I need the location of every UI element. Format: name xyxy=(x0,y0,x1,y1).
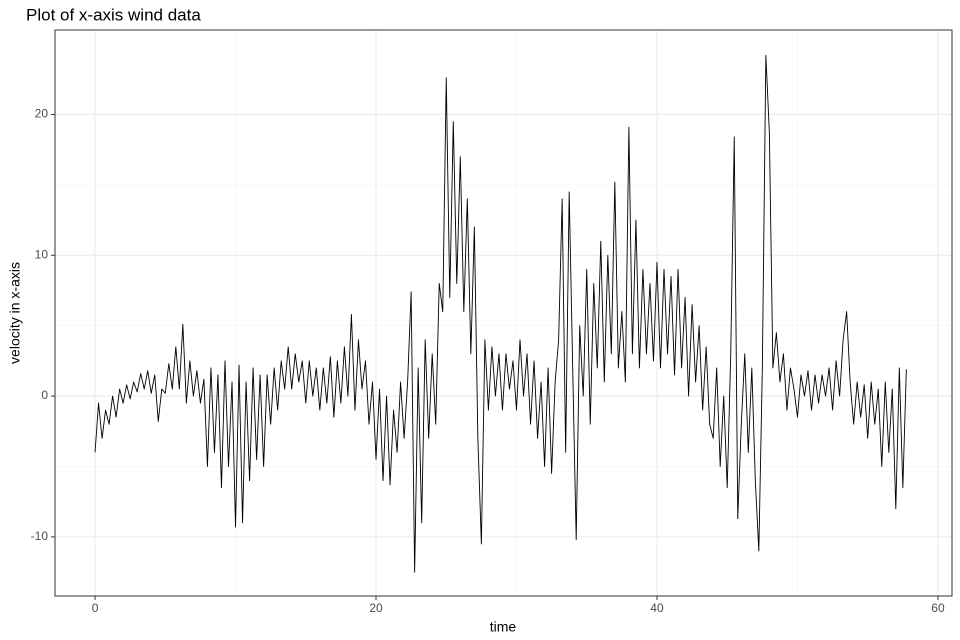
y-tick-label: 0 xyxy=(41,388,48,402)
x-tick-label: 60 xyxy=(931,601,945,615)
x-tick-label: 20 xyxy=(369,601,383,615)
x-tick-label: 0 xyxy=(92,601,99,615)
panel-border xyxy=(54,29,953,597)
y-tick-label: 20 xyxy=(35,107,49,121)
x-axis-label: time xyxy=(490,619,517,635)
y-axis-label: velocity in x-axis xyxy=(7,262,23,364)
y-tick-label: 10 xyxy=(35,247,49,261)
data-line xyxy=(94,54,907,573)
y-tick-label: -10 xyxy=(31,529,49,543)
chart-title: Plot of x-axis wind data xyxy=(26,5,201,24)
x-tick-label: 40 xyxy=(650,601,664,615)
